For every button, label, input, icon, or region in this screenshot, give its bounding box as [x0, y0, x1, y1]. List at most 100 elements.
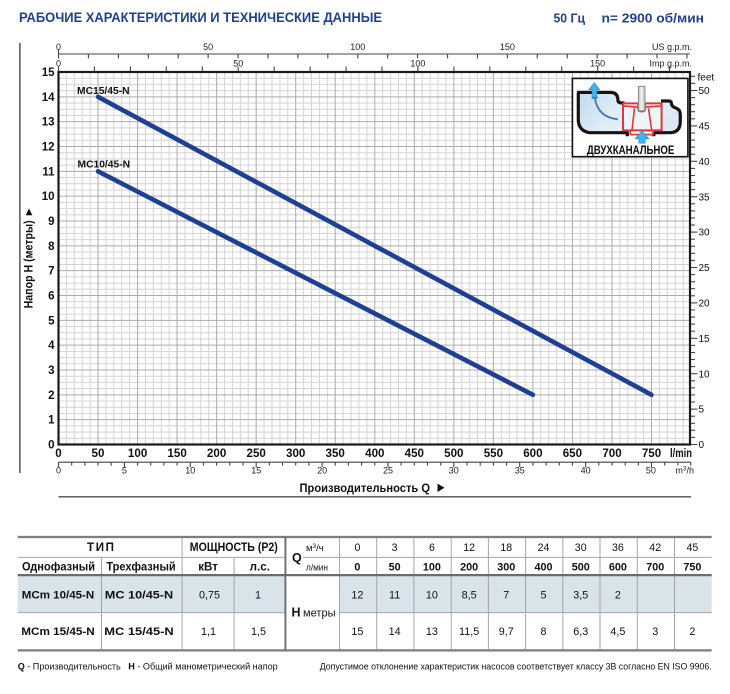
- svg-text:л/мин: л/мин: [306, 562, 328, 573]
- svg-text:300: 300: [497, 561, 515, 573]
- svg-text:Трехфазный: Трехфазный: [106, 560, 175, 573]
- svg-text:2: 2: [48, 390, 54, 402]
- svg-text:Допустимое отклонение характер: Допустимое отклонение характеристик насо…: [320, 661, 712, 671]
- svg-text:9,7: 9,7: [499, 626, 514, 638]
- svg-text:50 Гц: 50 Гц: [554, 10, 586, 25]
- svg-text:3: 3: [652, 626, 658, 638]
- svg-text:700: 700: [646, 561, 664, 573]
- svg-text:6: 6: [48, 291, 54, 303]
- svg-text:MCm 10/45-N: MCm 10/45-N: [22, 589, 95, 601]
- svg-text:50: 50: [699, 86, 711, 97]
- svg-text:20: 20: [317, 466, 327, 476]
- svg-text:0: 0: [56, 42, 61, 52]
- svg-text:0: 0: [699, 440, 705, 451]
- svg-text:l/min: l/min: [670, 447, 692, 460]
- svg-text:8: 8: [540, 626, 546, 638]
- svg-text:10: 10: [426, 589, 438, 601]
- svg-text:MC 10/45-N: MC 10/45-N: [105, 589, 173, 601]
- svg-text:50: 50: [92, 447, 105, 460]
- svg-text:200: 200: [207, 447, 226, 460]
- svg-text:11: 11: [389, 589, 400, 601]
- svg-text:10: 10: [699, 369, 711, 380]
- svg-text:15: 15: [351, 626, 363, 638]
- svg-text:550: 550: [484, 447, 503, 460]
- svg-text:MC10/45-N: MC10/45-N: [78, 160, 131, 171]
- svg-text:4,5: 4,5: [610, 626, 625, 638]
- svg-text:20: 20: [699, 299, 711, 310]
- svg-text:метры: метры: [303, 608, 336, 620]
- svg-text:50: 50: [233, 59, 243, 69]
- svg-text:1: 1: [255, 589, 261, 601]
- svg-text:8: 8: [48, 241, 55, 253]
- svg-text:600: 600: [523, 447, 542, 460]
- svg-text:5: 5: [699, 405, 705, 416]
- svg-text:10: 10: [42, 191, 55, 203]
- svg-text:600: 600: [609, 561, 627, 573]
- svg-text:м3/ч: м3/ч: [306, 543, 324, 554]
- svg-text:25: 25: [383, 466, 393, 476]
- svg-text:2: 2: [615, 589, 621, 601]
- svg-text:0: 0: [55, 447, 61, 460]
- svg-text:13: 13: [42, 117, 55, 129]
- svg-text:feet: feet: [698, 73, 715, 84]
- svg-text:650: 650: [563, 447, 582, 460]
- svg-text:30: 30: [449, 466, 459, 476]
- svg-text:11,5: 11,5: [459, 626, 479, 638]
- svg-text:Однофазный: Однофазный: [22, 560, 95, 573]
- svg-text:400: 400: [365, 447, 384, 460]
- svg-text:Напор H (метры): Напор H (метры): [24, 220, 36, 308]
- svg-text:300: 300: [286, 447, 305, 460]
- svg-text:700: 700: [602, 447, 621, 460]
- svg-text:100: 100: [423, 561, 441, 573]
- svg-text:0: 0: [354, 542, 360, 554]
- svg-text:25: 25: [699, 263, 711, 274]
- svg-text:3,5: 3,5: [573, 589, 588, 601]
- svg-text:3: 3: [392, 542, 398, 554]
- svg-text:ТИП: ТИП: [87, 541, 114, 554]
- svg-text:35: 35: [699, 192, 711, 203]
- svg-text:H: H: [292, 606, 301, 620]
- svg-text:5: 5: [122, 466, 127, 476]
- svg-text:18: 18: [500, 542, 512, 554]
- svg-text:250: 250: [247, 447, 266, 460]
- svg-text:12: 12: [42, 142, 55, 154]
- svg-text:450: 450: [405, 447, 424, 460]
- svg-text:n= 2900 об/мин: n= 2900 об/мин: [602, 10, 705, 25]
- svg-text:3: 3: [48, 365, 54, 377]
- svg-text:100: 100: [410, 59, 425, 69]
- svg-text:10: 10: [185, 466, 195, 476]
- svg-text:50: 50: [646, 466, 656, 476]
- svg-text:m3/h: m3/h: [675, 466, 694, 476]
- svg-text:13: 13: [426, 626, 438, 638]
- svg-text:45: 45: [687, 542, 699, 554]
- svg-text:MC 15/45-N: MC 15/45-N: [104, 626, 173, 638]
- svg-text:12: 12: [351, 589, 363, 601]
- svg-text:MCm 15/45-N: MCm 15/45-N: [21, 626, 95, 638]
- svg-text:42: 42: [649, 542, 661, 554]
- svg-text:50: 50: [389, 561, 401, 573]
- svg-text:2: 2: [689, 626, 695, 638]
- svg-text:500: 500: [572, 561, 590, 573]
- svg-text:30: 30: [575, 542, 587, 554]
- svg-text:Q: Q: [292, 551, 302, 565]
- svg-text:0: 0: [354, 561, 360, 573]
- svg-text:35: 35: [515, 466, 525, 476]
- svg-text:Производительность Q: Производительность Q: [300, 481, 431, 495]
- svg-text:40: 40: [699, 157, 711, 168]
- svg-text:150: 150: [167, 447, 186, 460]
- svg-text:500: 500: [444, 447, 463, 460]
- svg-text:24: 24: [538, 542, 550, 554]
- svg-text:1: 1: [48, 415, 55, 427]
- svg-text:36: 36: [612, 542, 624, 554]
- svg-text:15: 15: [699, 334, 711, 345]
- svg-text:5: 5: [540, 589, 546, 601]
- svg-text:750: 750: [642, 447, 661, 460]
- svg-text:US g.p.m.: US g.p.m.: [652, 42, 692, 52]
- svg-text:8,5: 8,5: [462, 589, 477, 601]
- svg-text:100: 100: [128, 447, 147, 460]
- svg-text:400: 400: [534, 561, 552, 573]
- svg-text:40: 40: [581, 466, 591, 476]
- svg-text:9: 9: [48, 216, 54, 228]
- svg-text:0: 0: [48, 440, 54, 452]
- svg-text:МОЩНОСТЬ (P2): МОЩНОСТЬ (P2): [190, 541, 278, 554]
